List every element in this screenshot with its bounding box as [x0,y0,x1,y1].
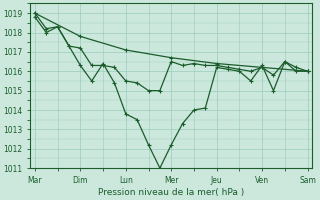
X-axis label: Pression niveau de la mer( hPa ): Pression niveau de la mer( hPa ) [98,188,244,197]
